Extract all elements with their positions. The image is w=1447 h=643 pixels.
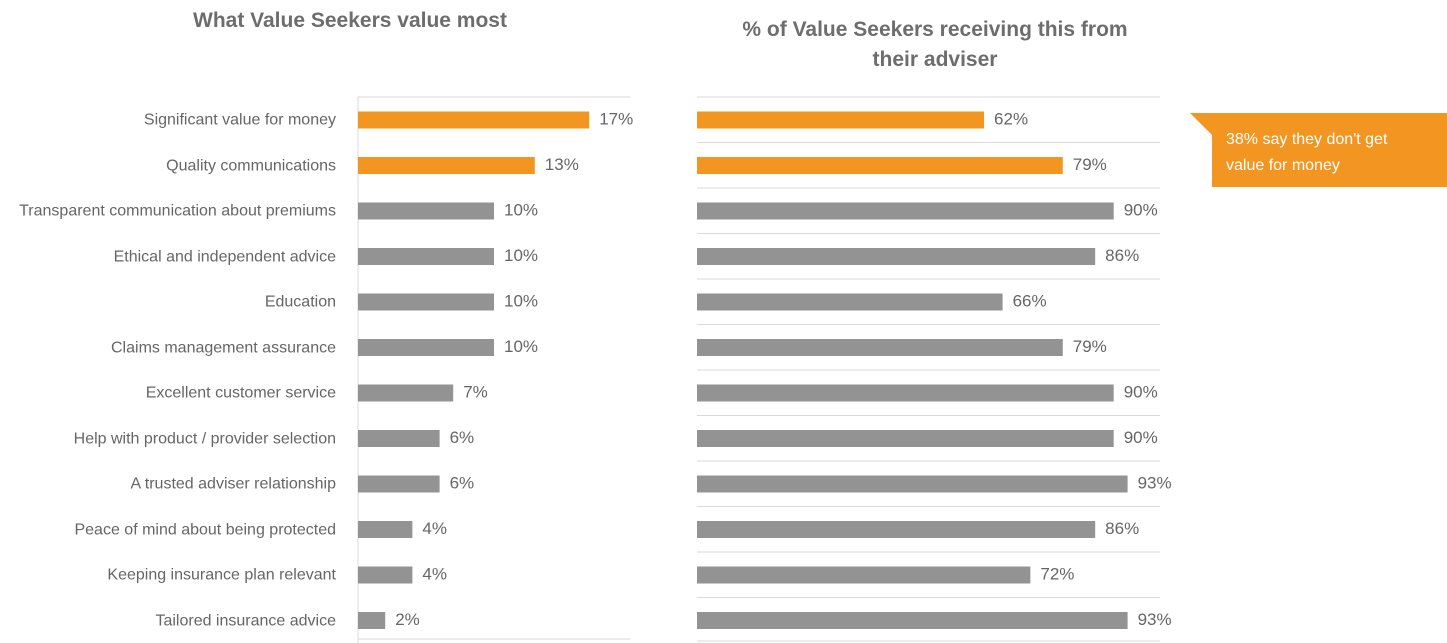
value-label: 90% xyxy=(1124,428,1158,447)
bar xyxy=(697,612,1128,629)
bar xyxy=(358,612,386,629)
value-label: 10% xyxy=(504,246,538,265)
value-label: 4% xyxy=(422,519,447,538)
chart-title: % of Value Seekers receiving this from t… xyxy=(742,18,1128,71)
value-label: 86% xyxy=(1105,246,1139,265)
category-label: Tailored insurance advice xyxy=(155,612,336,629)
value-label: 79% xyxy=(1073,337,1107,356)
chart-title: What Value Seekers value most xyxy=(193,9,507,32)
value-label: 10% xyxy=(504,337,538,356)
value-label: 86% xyxy=(1105,519,1139,538)
bar xyxy=(358,339,494,356)
category-label: Significant value for money xyxy=(143,111,336,129)
value-label: 79% xyxy=(1073,155,1107,174)
bar xyxy=(358,384,454,402)
bar xyxy=(697,475,1128,493)
bar xyxy=(697,111,985,129)
value-label: 7% xyxy=(463,382,488,401)
annotation-box: 38% say they don't get value for money xyxy=(1212,113,1447,187)
category-label: Ethical and independent advice xyxy=(113,248,336,265)
category-label: Help with product / provider selection xyxy=(73,430,336,447)
bar xyxy=(358,521,413,538)
category-label: Claims management assurance xyxy=(111,339,336,356)
category-label: Quality communications xyxy=(166,157,336,174)
value-label: 4% xyxy=(422,564,447,583)
bar xyxy=(358,157,535,174)
bar xyxy=(697,339,1063,356)
value-label: 93% xyxy=(1138,473,1172,492)
value-label: 10% xyxy=(504,291,538,310)
bar xyxy=(697,202,1114,220)
bar xyxy=(358,430,440,447)
value-label: 72% xyxy=(1040,564,1074,583)
bar xyxy=(358,111,590,129)
value-label: 90% xyxy=(1124,200,1158,219)
value-label: 13% xyxy=(545,155,579,174)
value-label: 62% xyxy=(994,109,1028,128)
category-label: Excellent customer service xyxy=(145,384,336,402)
value-label: 2% xyxy=(395,610,420,629)
bar xyxy=(697,248,1096,265)
category-label: Education xyxy=(264,293,336,311)
bar xyxy=(697,293,1003,311)
bar xyxy=(697,157,1063,174)
bar xyxy=(358,293,494,311)
bar xyxy=(358,202,494,220)
category-label: Transparent communication about premiums xyxy=(19,202,336,220)
category-label: Peace of mind about being protected xyxy=(74,521,336,538)
bar xyxy=(697,430,1114,447)
value-label: 6% xyxy=(450,473,475,492)
bar xyxy=(697,384,1114,402)
bar xyxy=(358,475,440,493)
value-label: 6% xyxy=(450,428,475,447)
category-label: Keeping insurance plan relevant xyxy=(107,566,336,584)
bar xyxy=(358,248,494,265)
category-label: A trusted adviser relationship xyxy=(130,475,336,493)
value-label: 66% xyxy=(1013,291,1047,310)
bar xyxy=(697,566,1031,584)
value-label: 17% xyxy=(599,109,633,128)
bar xyxy=(697,521,1096,538)
value-label: 93% xyxy=(1138,610,1172,629)
value-label: 10% xyxy=(504,200,538,219)
note-pointer xyxy=(1190,113,1213,136)
bar xyxy=(358,566,413,584)
value-label: 90% xyxy=(1124,382,1158,401)
annotation: 38% say they don't get value for money xyxy=(1226,131,1388,174)
